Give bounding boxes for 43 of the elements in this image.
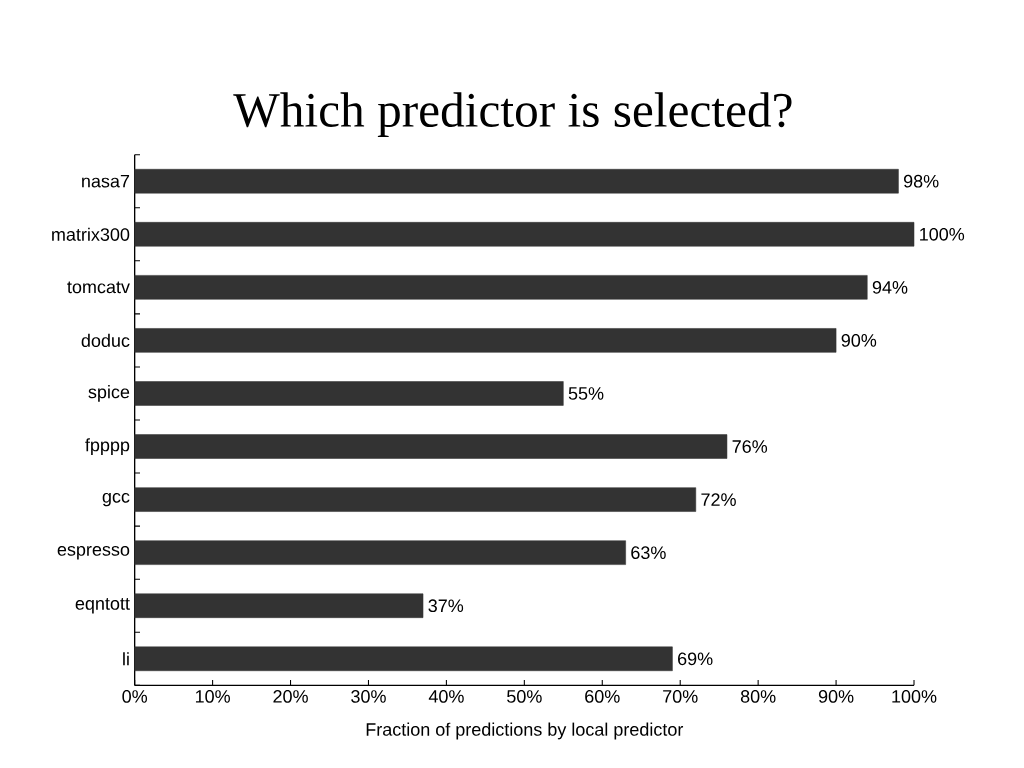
y-tick-label: eqntott	[75, 598, 130, 614]
bar	[134, 434, 728, 459]
y-tick-label: li	[123, 652, 129, 666]
data-label: 63%	[631, 546, 666, 560]
bar	[134, 646, 673, 672]
x-tick-label: 80%	[740, 690, 776, 703]
data-label: 94%	[872, 280, 908, 294]
bar	[134, 222, 915, 247]
x-tick-label: 10%	[195, 690, 230, 703]
y-tick-label: spice	[88, 385, 130, 402]
data-label: 37%	[428, 599, 464, 613]
y-tick-label: espresso	[57, 545, 130, 560]
bar	[134, 169, 899, 194]
data-label: 55%	[568, 387, 604, 400]
y-tick-label: tomcatv	[67, 281, 130, 294]
data-label: 69%	[678, 652, 713, 666]
bar	[134, 487, 697, 512]
bar	[134, 593, 424, 618]
bar	[134, 275, 868, 300]
x-tick-label: 0%	[122, 690, 148, 703]
x-tick-label: 30%	[351, 690, 386, 703]
y-tick-label: nasa7	[82, 174, 130, 188]
data-label: 98%	[903, 174, 939, 188]
x-tick-label: 70%	[663, 690, 698, 703]
x-tick-label: 40%	[428, 690, 464, 703]
bar	[134, 328, 837, 353]
y-tick-label: fpppp	[85, 438, 130, 455]
data-label: 72%	[701, 493, 736, 506]
y-tick-label: gcc	[102, 492, 130, 507]
bar	[134, 540, 626, 565]
y-tick-label: matrix300	[52, 227, 130, 241]
x-tick-label: 20%	[273, 690, 308, 703]
y-tick-label: doduc	[81, 333, 130, 348]
x-tick-label: 90%	[818, 690, 854, 703]
x-tick-label: 60%	[585, 690, 620, 703]
data-label: 76%	[732, 440, 768, 453]
bar	[134, 381, 564, 406]
data-label: 100%	[920, 227, 965, 241]
x-tick-label: 100%	[892, 690, 937, 703]
x-axis-title: Fraction of predictions by local predictor	[366, 722, 684, 740]
x-tick-label: 50%	[507, 690, 542, 703]
chart-title: Which predictor is selected?	[233, 92, 792, 138]
data-label: 90%	[841, 334, 877, 347]
